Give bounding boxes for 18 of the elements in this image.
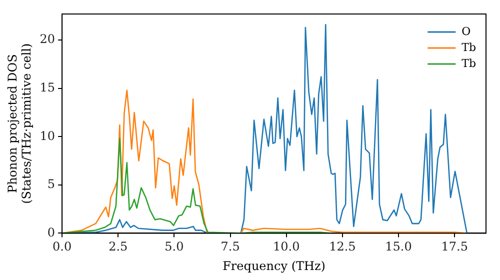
x-tick-label: 10.0 (273, 240, 300, 254)
x-tick-label: 17.5 (441, 240, 468, 254)
y-tick-label: 20 (40, 32, 56, 46)
y-tick-label: 5 (47, 177, 56, 192)
x-axis-title: Frequency (THz) (222, 258, 326, 273)
x-tick-label: 5.0 (164, 240, 184, 254)
y-axis-title: Phonon projected DOS (States/THz·primitive cell) (5, 43, 34, 204)
x-tick-label: 15.0 (385, 240, 412, 254)
y-tick-label: 15 (40, 80, 56, 94)
x-tick-label: 12.5 (329, 240, 356, 254)
legend-label: O (462, 24, 471, 38)
legend-label: Tb (462, 40, 476, 54)
x-tick-label: 2.5 (108, 240, 128, 254)
y-tick-label: 10 (40, 128, 56, 143)
x-tick-label: 0.0 (52, 240, 72, 254)
legend-label: Tb (462, 56, 476, 70)
x-tick-label: 7.5 (220, 240, 240, 254)
y-tick-label: 0 (47, 225, 56, 240)
